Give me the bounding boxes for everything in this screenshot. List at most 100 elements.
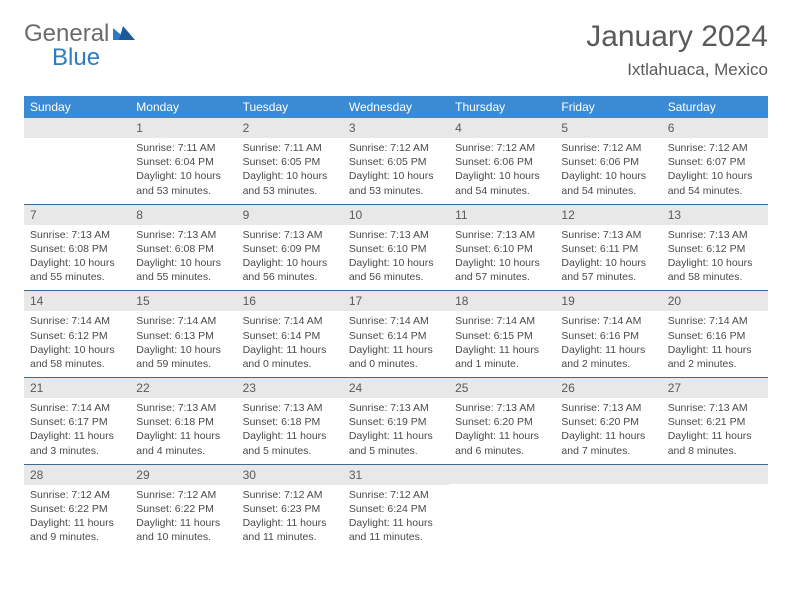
dayhead-sun: Sunday xyxy=(24,96,130,118)
sunrise-text: Sunrise: 7:13 AM xyxy=(561,401,655,415)
day-content: Sunrise: 7:13 AMSunset: 6:20 PMDaylight:… xyxy=(555,398,661,464)
day-number: 4 xyxy=(449,118,555,138)
day-content: Sunrise: 7:14 AMSunset: 6:17 PMDaylight:… xyxy=(24,398,130,464)
location-label: Ixtlahuaca, Mexico xyxy=(586,60,768,80)
day-number xyxy=(24,118,130,138)
calendar-week-row: 14Sunrise: 7:14 AMSunset: 6:12 PMDayligh… xyxy=(24,290,768,377)
day-number: 27 xyxy=(662,377,768,398)
sunset-text: Sunset: 6:14 PM xyxy=(349,329,443,343)
daylight-text: Daylight: 10 hours and 57 minutes. xyxy=(561,256,655,284)
sunrise-text: Sunrise: 7:13 AM xyxy=(561,228,655,242)
calendar-day-cell: 8Sunrise: 7:13 AMSunset: 6:08 PMDaylight… xyxy=(130,204,236,291)
calendar-week-row: 21Sunrise: 7:14 AMSunset: 6:17 PMDayligh… xyxy=(24,377,768,464)
calendar-day-cell: 2Sunrise: 7:11 AMSunset: 6:05 PMDaylight… xyxy=(237,118,343,204)
calendar-body: 1Sunrise: 7:11 AMSunset: 6:04 PMDaylight… xyxy=(24,118,768,550)
calendar-day-cell: 21Sunrise: 7:14 AMSunset: 6:17 PMDayligh… xyxy=(24,377,130,464)
daylight-text: Daylight: 11 hours and 7 minutes. xyxy=(561,429,655,457)
calendar-day-cell: 11Sunrise: 7:13 AMSunset: 6:10 PMDayligh… xyxy=(449,204,555,291)
sunset-text: Sunset: 6:18 PM xyxy=(136,415,230,429)
dayhead-mon: Monday xyxy=(130,96,236,118)
daylight-text: Daylight: 11 hours and 6 minutes. xyxy=(455,429,549,457)
dayhead-thu: Thursday xyxy=(449,96,555,118)
sunset-text: Sunset: 6:15 PM xyxy=(455,329,549,343)
day-content: Sunrise: 7:14 AMSunset: 6:15 PMDaylight:… xyxy=(449,311,555,377)
calendar-day-cell xyxy=(555,464,661,551)
daylight-text: Daylight: 11 hours and 3 minutes. xyxy=(30,429,124,457)
calendar-day-cell: 19Sunrise: 7:14 AMSunset: 6:16 PMDayligh… xyxy=(555,290,661,377)
sunset-text: Sunset: 6:10 PM xyxy=(349,242,443,256)
daylight-text: Daylight: 10 hours and 58 minutes. xyxy=(668,256,762,284)
logo-triangle-icon xyxy=(113,24,135,45)
day-content: Sunrise: 7:14 AMSunset: 6:14 PMDaylight:… xyxy=(237,311,343,377)
daylight-text: Daylight: 10 hours and 54 minutes. xyxy=(561,169,655,197)
day-number xyxy=(555,464,661,484)
calendar-day-cell: 26Sunrise: 7:13 AMSunset: 6:20 PMDayligh… xyxy=(555,377,661,464)
day-number: 22 xyxy=(130,377,236,398)
daylight-text: Daylight: 11 hours and 8 minutes. xyxy=(668,429,762,457)
day-content: Sunrise: 7:14 AMSunset: 6:16 PMDaylight:… xyxy=(662,311,768,377)
day-number: 28 xyxy=(24,464,130,485)
dayhead-sat: Saturday xyxy=(662,96,768,118)
calendar-day-cell: 20Sunrise: 7:14 AMSunset: 6:16 PMDayligh… xyxy=(662,290,768,377)
day-number: 17 xyxy=(343,290,449,311)
logo-text-blue: Blue xyxy=(52,44,100,72)
sunrise-text: Sunrise: 7:14 AM xyxy=(136,314,230,328)
calendar-day-cell: 17Sunrise: 7:14 AMSunset: 6:14 PMDayligh… xyxy=(343,290,449,377)
daylight-text: Daylight: 10 hours and 55 minutes. xyxy=(30,256,124,284)
sunset-text: Sunset: 6:04 PM xyxy=(136,155,230,169)
sunset-text: Sunset: 6:07 PM xyxy=(668,155,762,169)
sunset-text: Sunset: 6:23 PM xyxy=(243,502,337,516)
sunset-text: Sunset: 6:22 PM xyxy=(30,502,124,516)
daylight-text: Daylight: 10 hours and 56 minutes. xyxy=(243,256,337,284)
daylight-text: Daylight: 11 hours and 0 minutes. xyxy=(349,343,443,371)
sunrise-text: Sunrise: 7:13 AM xyxy=(668,228,762,242)
daylight-text: Daylight: 11 hours and 5 minutes. xyxy=(243,429,337,457)
day-number: 9 xyxy=(237,204,343,225)
calendar-day-cell: 5Sunrise: 7:12 AMSunset: 6:06 PMDaylight… xyxy=(555,118,661,204)
sunset-text: Sunset: 6:21 PM xyxy=(668,415,762,429)
logo-line2: Blue xyxy=(24,44,100,72)
daylight-text: Daylight: 10 hours and 59 minutes. xyxy=(136,343,230,371)
month-title: January 2024 xyxy=(586,20,768,54)
sunrise-text: Sunrise: 7:14 AM xyxy=(30,401,124,415)
sunrise-text: Sunrise: 7:12 AM xyxy=(561,141,655,155)
calendar-day-cell xyxy=(662,464,768,551)
day-content: Sunrise: 7:14 AMSunset: 6:16 PMDaylight:… xyxy=(555,311,661,377)
day-number: 15 xyxy=(130,290,236,311)
sunrise-text: Sunrise: 7:12 AM xyxy=(243,488,337,502)
day-number: 20 xyxy=(662,290,768,311)
day-content: Sunrise: 7:13 AMSunset: 6:19 PMDaylight:… xyxy=(343,398,449,464)
dayhead-tue: Tuesday xyxy=(237,96,343,118)
sunset-text: Sunset: 6:19 PM xyxy=(349,415,443,429)
sunrise-text: Sunrise: 7:13 AM xyxy=(349,401,443,415)
sunrise-text: Sunrise: 7:12 AM xyxy=(455,141,549,155)
sunset-text: Sunset: 6:22 PM xyxy=(136,502,230,516)
daylight-text: Daylight: 10 hours and 55 minutes. xyxy=(136,256,230,284)
day-number: 19 xyxy=(555,290,661,311)
sunrise-text: Sunrise: 7:14 AM xyxy=(30,314,124,328)
sunrise-text: Sunrise: 7:13 AM xyxy=(668,401,762,415)
sunrise-text: Sunrise: 7:12 AM xyxy=(668,141,762,155)
calendar-day-cell: 24Sunrise: 7:13 AMSunset: 6:19 PMDayligh… xyxy=(343,377,449,464)
calendar-week-row: 28Sunrise: 7:12 AMSunset: 6:22 PMDayligh… xyxy=(24,464,768,551)
calendar-day-cell: 28Sunrise: 7:12 AMSunset: 6:22 PMDayligh… xyxy=(24,464,130,551)
calendar-day-cell: 25Sunrise: 7:13 AMSunset: 6:20 PMDayligh… xyxy=(449,377,555,464)
day-content: Sunrise: 7:11 AMSunset: 6:05 PMDaylight:… xyxy=(237,138,343,204)
sunset-text: Sunset: 6:20 PM xyxy=(561,415,655,429)
sunset-text: Sunset: 6:16 PM xyxy=(561,329,655,343)
daylight-text: Daylight: 11 hours and 11 minutes. xyxy=(349,516,443,544)
day-content: Sunrise: 7:13 AMSunset: 6:21 PMDaylight:… xyxy=(662,398,768,464)
sunset-text: Sunset: 6:12 PM xyxy=(30,329,124,343)
calendar-day-cell: 10Sunrise: 7:13 AMSunset: 6:10 PMDayligh… xyxy=(343,204,449,291)
daylight-text: Daylight: 10 hours and 54 minutes. xyxy=(668,169,762,197)
sunrise-text: Sunrise: 7:13 AM xyxy=(136,401,230,415)
sunset-text: Sunset: 6:05 PM xyxy=(349,155,443,169)
calendar-day-cell: 9Sunrise: 7:13 AMSunset: 6:09 PMDaylight… xyxy=(237,204,343,291)
day-content: Sunrise: 7:12 AMSunset: 6:22 PMDaylight:… xyxy=(24,485,130,551)
day-content: Sunrise: 7:12 AMSunset: 6:23 PMDaylight:… xyxy=(237,485,343,551)
sunrise-text: Sunrise: 7:13 AM xyxy=(455,401,549,415)
dayhead-fri: Friday xyxy=(555,96,661,118)
sunrise-text: Sunrise: 7:13 AM xyxy=(455,228,549,242)
day-content: Sunrise: 7:13 AMSunset: 6:12 PMDaylight:… xyxy=(662,225,768,291)
day-number: 12 xyxy=(555,204,661,225)
